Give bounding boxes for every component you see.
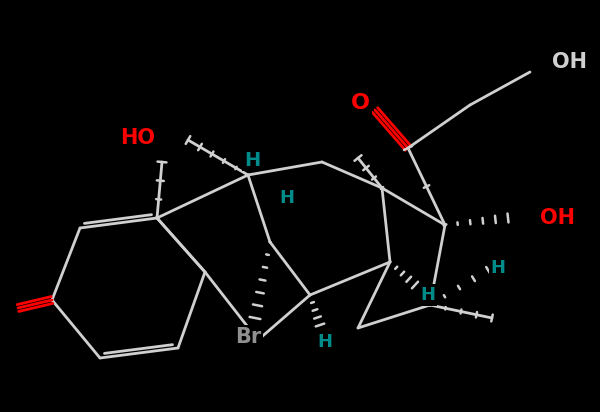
Text: OH: OH: [552, 52, 587, 72]
Text: H: H: [244, 150, 260, 169]
Text: H: H: [491, 259, 505, 277]
Text: HO: HO: [120, 128, 155, 148]
Text: O: O: [350, 93, 370, 113]
Text: OH: OH: [540, 208, 575, 228]
Text: H: H: [280, 189, 295, 207]
Text: H: H: [317, 333, 332, 351]
Text: Br: Br: [235, 327, 261, 347]
Text: H: H: [421, 286, 436, 304]
